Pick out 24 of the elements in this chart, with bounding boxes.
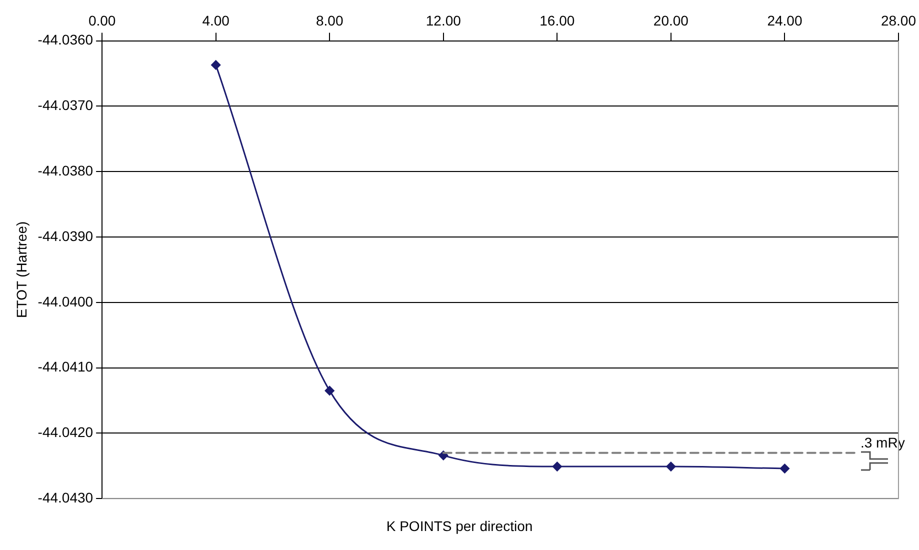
y-tick-label: -44.0430 (38, 489, 94, 506)
y-tick-label: -44.0360 (38, 32, 94, 48)
x-tick-label: 8.00 (316, 12, 344, 28)
point (552, 462, 562, 472)
y-tick-label: -44.0400 (38, 293, 94, 310)
point (780, 464, 790, 474)
y-tick-label: -44.0370 (38, 97, 94, 114)
x-tick-label: 24.00 (767, 12, 802, 28)
point (211, 60, 221, 70)
y-tick-label: -44.0420 (38, 424, 94, 440)
y-axis-title: ETOT (Hartree) (13, 221, 30, 318)
x-tick-label: 12.00 (426, 12, 462, 28)
x-tick-label: 20.00 (653, 12, 689, 28)
ref-line-label: .3 mRy (860, 434, 905, 451)
x-axis-title: K POINTS per direction (385, 518, 534, 534)
x-tick-label: 28.00 (880, 12, 916, 28)
y-tick-label: -44.0390 (38, 228, 94, 244)
y-tick-label: -44.0410 (38, 358, 94, 375)
x-tick-label: 0.00 (88, 12, 116, 28)
y-tick-label: -44.0380 (38, 162, 94, 178)
x-tick-label: 16.00 (540, 12, 575, 28)
x-tick-label: 4.00 (202, 12, 230, 28)
point (324, 386, 334, 396)
point (666, 462, 676, 472)
